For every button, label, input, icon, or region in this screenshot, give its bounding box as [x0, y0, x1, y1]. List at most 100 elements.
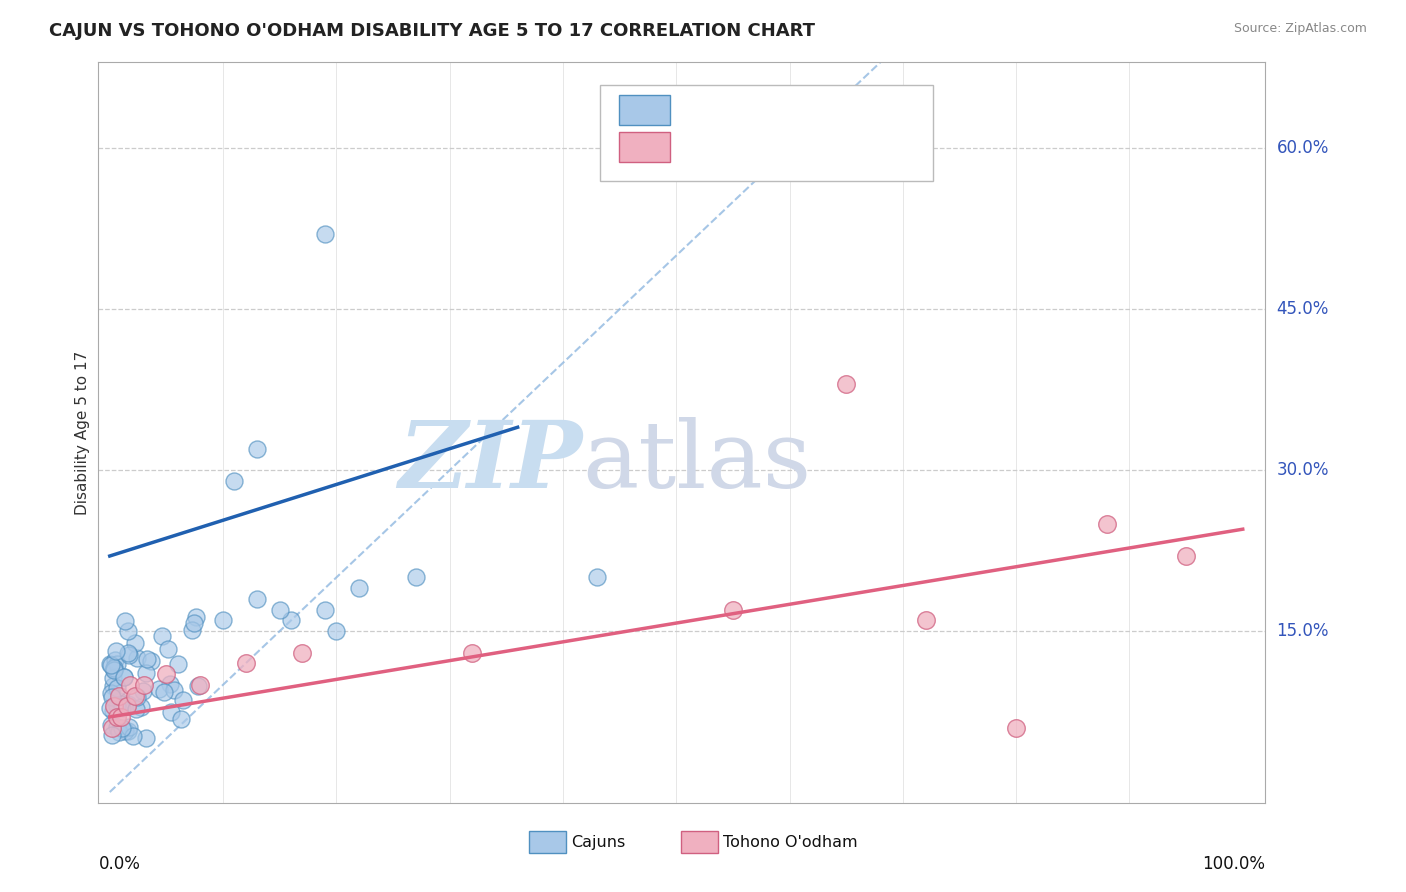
Point [246, 591, 269, 606]
Point [125, 690, 148, 704]
Point [108, 689, 131, 703]
Point [235, 657, 257, 671]
Point [117, 624, 139, 638]
Point [914, 614, 936, 628]
Point [280, 614, 302, 628]
FancyBboxPatch shape [619, 132, 671, 161]
Point [103, 699, 125, 714]
Point [103, 661, 125, 675]
Point [157, 642, 180, 657]
Point [721, 602, 744, 616]
Text: 0.516: 0.516 [717, 138, 769, 156]
Point [212, 614, 235, 628]
Text: ZIP: ZIP [398, 417, 582, 508]
Point [101, 728, 124, 742]
Text: R =: R = [682, 138, 718, 156]
Point [100, 718, 122, 732]
FancyBboxPatch shape [619, 95, 671, 125]
Point [291, 646, 314, 660]
Point [139, 654, 162, 668]
Point [135, 665, 157, 680]
Text: CAJUN VS TOHONO O'ODHAM DISABILITY AGE 5 TO 17 CORRELATION CHART: CAJUN VS TOHONO O'ODHAM DISABILITY AGE 5… [49, 22, 815, 40]
Text: 45.0%: 45.0% [1277, 301, 1329, 318]
FancyBboxPatch shape [529, 831, 567, 853]
Point [125, 651, 148, 665]
Text: atlas: atlas [582, 417, 813, 508]
Point [103, 663, 125, 677]
Point [105, 657, 128, 671]
Point [105, 681, 128, 695]
Text: 0.0%: 0.0% [98, 855, 141, 872]
Point [132, 678, 155, 692]
Point [135, 731, 157, 745]
Point [159, 677, 181, 691]
Point [100, 701, 122, 715]
Point [105, 699, 128, 714]
Point [224, 474, 246, 488]
Point [104, 653, 127, 667]
Point [125, 702, 148, 716]
Point [110, 721, 132, 735]
Point [246, 442, 269, 456]
Text: 30.0%: 30.0% [1277, 461, 1329, 479]
Point [132, 683, 155, 698]
Point [135, 652, 157, 666]
Point [118, 720, 141, 734]
Point [117, 724, 139, 739]
Text: 72: 72 [814, 101, 837, 119]
Text: R =: R = [682, 101, 718, 119]
Point [101, 721, 124, 735]
Point [110, 710, 132, 724]
Point [405, 570, 427, 584]
Point [1095, 516, 1118, 531]
Point [118, 648, 141, 662]
Point [105, 720, 128, 734]
Point [461, 646, 484, 660]
Point [117, 697, 139, 711]
Point [100, 657, 122, 672]
Point [101, 671, 124, 685]
Point [103, 704, 125, 718]
Point [314, 227, 336, 241]
Point [114, 670, 136, 684]
Text: Source: ZipAtlas.com: Source: ZipAtlas.com [1233, 22, 1367, 36]
Point [105, 710, 128, 724]
Point [148, 682, 170, 697]
Point [103, 661, 125, 675]
Point [347, 581, 370, 595]
Point [1175, 549, 1198, 563]
Text: Tohono O'odham: Tohono O'odham [723, 835, 858, 849]
Point [114, 724, 136, 739]
Point [153, 685, 176, 699]
Point [111, 701, 134, 715]
Text: 20: 20 [814, 138, 837, 156]
Text: N =: N = [779, 138, 815, 156]
Point [184, 610, 207, 624]
Text: 0.428: 0.428 [717, 101, 769, 119]
Point [122, 729, 145, 743]
Point [103, 663, 125, 677]
Point [117, 646, 139, 660]
Point [325, 624, 347, 639]
Point [314, 602, 336, 616]
Point [110, 697, 132, 711]
Point [108, 725, 131, 739]
Point [101, 690, 124, 705]
Text: 60.0%: 60.0% [1277, 139, 1329, 157]
Point [187, 679, 209, 693]
Point [114, 614, 136, 628]
Point [586, 570, 609, 584]
Point [98, 657, 121, 671]
Point [170, 712, 193, 726]
Point [167, 657, 190, 671]
Point [835, 377, 858, 392]
Point [112, 670, 135, 684]
Point [1005, 721, 1028, 735]
FancyBboxPatch shape [681, 831, 718, 853]
Point [190, 678, 212, 692]
Y-axis label: Disability Age 5 to 17: Disability Age 5 to 17 [75, 351, 90, 515]
Point [108, 694, 131, 708]
Text: 100.0%: 100.0% [1202, 855, 1265, 872]
Point [155, 667, 177, 681]
Point [104, 644, 127, 658]
